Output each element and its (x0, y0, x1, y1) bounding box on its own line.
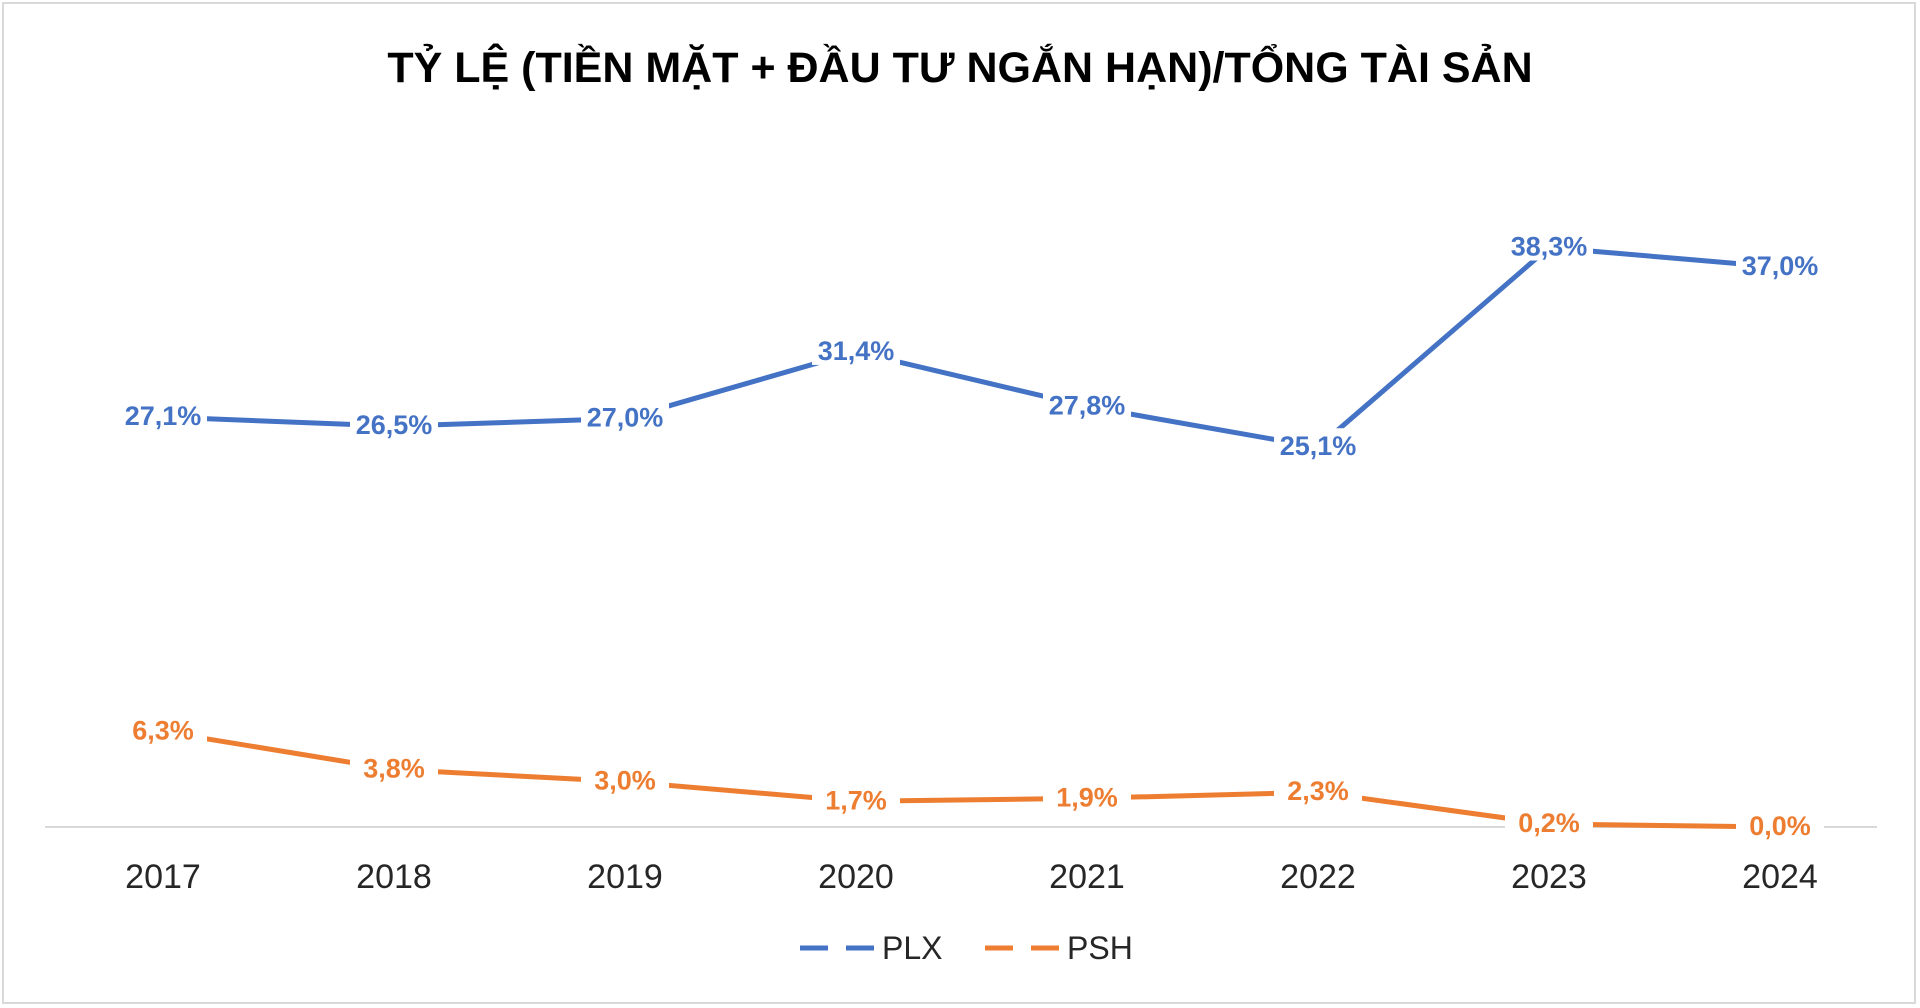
data-label-layer: 27,1% 26,5% 27,0% 31,4% 27,8% 25,1% 38,3% 37,0%… (119, 228, 1824, 841)
data-label-background (1505, 804, 1593, 837)
x-tick-label: 2023 (1511, 858, 1587, 896)
x-tick-label: 2018 (356, 858, 432, 896)
data-label-plx: 27,1% (125, 401, 202, 431)
x-tick-layer: 2017 2018 2019 2020 2021 2022 2023 2024 (125, 858, 1818, 896)
data-label-background (1505, 228, 1593, 261)
data-label-plx: 38,3% (1511, 232, 1588, 262)
data-label-background (1736, 808, 1824, 840)
data-label-plx: 27,8% (1049, 390, 1126, 420)
data-label-psh: 1,9% (1056, 782, 1118, 812)
data-label-background (1736, 248, 1824, 281)
legend-label-psh: PSH (1067, 930, 1133, 966)
x-tick-label: 2020 (818, 858, 894, 896)
data-label-background (119, 712, 207, 745)
data-label-background (1274, 428, 1362, 461)
x-tick-label: 2019 (587, 858, 663, 896)
data-label-background (1043, 779, 1131, 812)
data-label-plx: 37,0% (1742, 251, 1819, 281)
x-tick-label: 2024 (1742, 858, 1818, 896)
legend: PLX PSH (800, 930, 1133, 966)
x-tick-label: 2021 (1049, 858, 1125, 896)
data-label-background (350, 407, 438, 440)
data-label-background (350, 750, 438, 783)
data-label-plx: 31,4% (818, 336, 895, 366)
data-label-background (1274, 773, 1362, 806)
data-label-psh: 0,2% (1518, 808, 1580, 838)
data-label-psh: 2,3% (1287, 776, 1349, 806)
data-label-plx: 27,0% (587, 402, 664, 432)
chart-title: TỶ LỆ (TIỀN MẶT + ĐẦU TƯ NGẮN HẠN)/TỔNG … (387, 42, 1532, 92)
legend-label-plx: PLX (882, 930, 942, 966)
data-label-psh: 1,7% (825, 785, 887, 815)
data-label-psh: 3,0% (594, 766, 656, 796)
series-layer (160, 245, 1783, 830)
data-label-psh: 0,0% (1749, 811, 1811, 841)
data-label-plx: 25,1% (1280, 431, 1357, 461)
x-tick-label: 2022 (1280, 858, 1356, 896)
data-label-background (581, 762, 669, 795)
x-tick-label: 2017 (125, 858, 201, 896)
data-label-psh: 3,8% (363, 754, 425, 784)
data-label-psh: 6,3% (132, 716, 194, 746)
data-label-background (1043, 387, 1131, 420)
data-label-background (119, 397, 207, 430)
data-label-background (812, 332, 900, 365)
data-label-background (581, 399, 669, 432)
data-label-plx: 26,5% (356, 410, 433, 440)
data-label-background (812, 782, 900, 815)
